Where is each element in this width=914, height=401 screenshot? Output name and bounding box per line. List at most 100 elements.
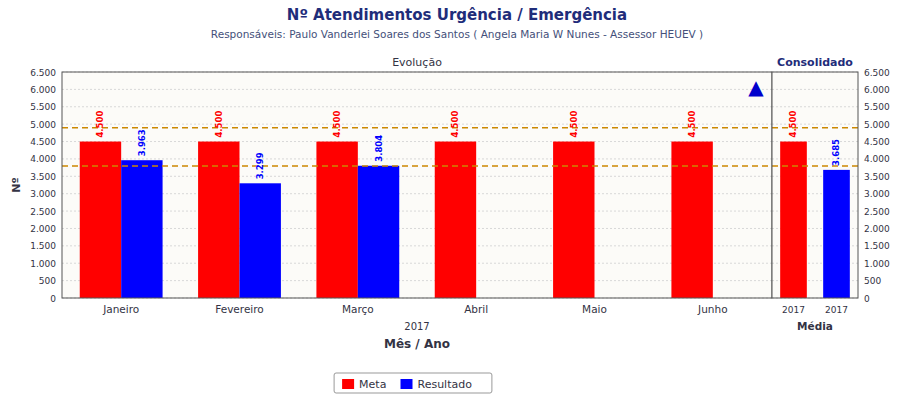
x-tick-label: Abril — [464, 303, 488, 315]
grid-line — [62, 106, 772, 107]
data-label: 4.500 — [332, 111, 342, 138]
y-tick-label: 5.500 — [864, 102, 890, 112]
legend-label: Resultado — [418, 378, 473, 391]
y-tick-label: 1.000 — [864, 259, 890, 269]
reference-line — [772, 127, 858, 129]
bar — [198, 142, 239, 298]
marks — [772, 128, 858, 298]
grid-line — [62, 263, 772, 264]
x-axis-label: Média — [797, 320, 833, 332]
y-tick-label: 6.000 — [864, 85, 890, 95]
y-tick-label: 2.500 — [864, 207, 890, 217]
x-tick-label: Fevereiro — [215, 303, 264, 315]
legend-label: Meta — [359, 378, 386, 391]
data-label: 3.804 — [374, 135, 384, 162]
grid-line — [62, 280, 772, 281]
bar — [435, 142, 476, 298]
bar — [671, 142, 712, 298]
data-label: 4.500 — [214, 111, 224, 138]
plot-background — [62, 72, 772, 298]
bar — [316, 142, 357, 298]
grid-line — [62, 176, 772, 177]
chart-container: Nº Atendimentos Urgência / Emergência Res… — [0, 0, 914, 401]
panel: 05001.0001.5002.0002.5003.0003.5004.0004… — [10, 56, 772, 351]
legend-swatch — [342, 379, 354, 389]
y-tick-label: 3.500 — [864, 172, 890, 182]
marks — [62, 128, 772, 298]
grid-line — [62, 228, 772, 229]
data-label: 3.963 — [137, 129, 147, 156]
bar — [80, 142, 121, 298]
y-tick-label: 4.000 — [30, 154, 56, 164]
data-labels: 4.500 3.685 — [789, 111, 842, 166]
y-tick-label: 2.000 — [30, 224, 56, 234]
grid-line — [772, 106, 858, 107]
y-tick-label: 0 — [50, 294, 56, 304]
data-label: 3.299 — [255, 152, 265, 179]
grid-line — [62, 158, 772, 159]
bar — [553, 142, 594, 298]
x-tick-label: Março — [342, 303, 374, 315]
x-axis-label: Mês / Ano — [384, 337, 450, 351]
grid-line — [62, 245, 772, 246]
y-tick-label: 500 — [39, 276, 56, 286]
y-tick-label: 3.500 — [30, 172, 56, 182]
chart-title: Nº Atendimentos Urgência / Emergência — [287, 6, 627, 24]
reference-line — [62, 127, 772, 129]
y-tick-label: 500 — [864, 276, 881, 286]
y-tick-label: 1.500 — [30, 241, 56, 251]
y-tick-label: 6.500 — [30, 68, 56, 78]
y-tick-label: 5.000 — [864, 120, 890, 130]
y-tick-label: 6.500 — [864, 68, 890, 78]
annotation: 2017 — [404, 321, 429, 332]
reference-line — [772, 165, 858, 167]
bar — [240, 183, 281, 298]
y-tick-label: 1.500 — [864, 241, 890, 251]
grid-line — [772, 89, 858, 90]
chart-subtitle: Responsáveis: Paulo Vanderlei Soares dos… — [211, 28, 703, 40]
grid-line — [62, 193, 772, 194]
y-axis-label: Nº — [10, 177, 23, 192]
plot-frame — [62, 72, 772, 298]
annotation: ▲ — [748, 75, 764, 99]
grid-line — [62, 124, 772, 125]
y-tick-label: 2.500 — [30, 207, 56, 217]
data-label: 3.685 — [832, 139, 842, 166]
y-tick-label: 6.000 — [30, 85, 56, 95]
data-label: 4.500 — [569, 111, 579, 138]
x-tick-label: Junho — [697, 303, 728, 315]
panel: 05001.0001.5002.0002.5003.0003.5004.0004… — [772, 56, 890, 332]
grid-line — [62, 89, 772, 90]
x-tick-label: Maio — [582, 303, 607, 315]
data-label: 4.500 — [687, 111, 697, 138]
data-label: 4.500 — [450, 111, 460, 138]
x-tick-label: 2017 — [825, 305, 848, 315]
plot-background — [772, 72, 858, 298]
data-labels: 4.500 4.500 4.500 4.500 4.500 4.500 3.963 3.299… — [95, 111, 697, 180]
y-tick-label: 4.500 — [864, 137, 890, 147]
grid-line — [62, 141, 772, 142]
legend-box — [334, 373, 492, 393]
plot-frame — [772, 72, 858, 298]
y-tick-label: 3.000 — [864, 189, 890, 199]
x-tick-label: 2017 — [782, 305, 805, 315]
y-tick-label: 4.500 — [30, 137, 56, 147]
panel-title: Consolidado — [777, 56, 853, 69]
legend-swatch — [401, 379, 413, 389]
legend: Meta Resultado — [334, 373, 492, 393]
data-label: 4.500 — [95, 111, 105, 138]
bar — [121, 160, 162, 298]
bar — [823, 170, 850, 298]
panel-title: Evolução — [392, 56, 442, 69]
y-tick-label: 5.500 — [30, 102, 56, 112]
y-tick-label: 5.000 — [30, 120, 56, 130]
y-tick-label: 1.000 — [30, 259, 56, 269]
y-tick-label: 2.000 — [864, 224, 890, 234]
chart-svg: Nº Atendimentos Urgência / Emergência Res… — [0, 0, 914, 401]
data-label: 4.500 — [789, 111, 799, 138]
x-tick-label: Janeiro — [102, 303, 139, 315]
grid-line — [62, 211, 772, 212]
bar — [780, 142, 807, 298]
y-tick-label: 0 — [864, 294, 870, 304]
grid-line — [772, 124, 858, 125]
